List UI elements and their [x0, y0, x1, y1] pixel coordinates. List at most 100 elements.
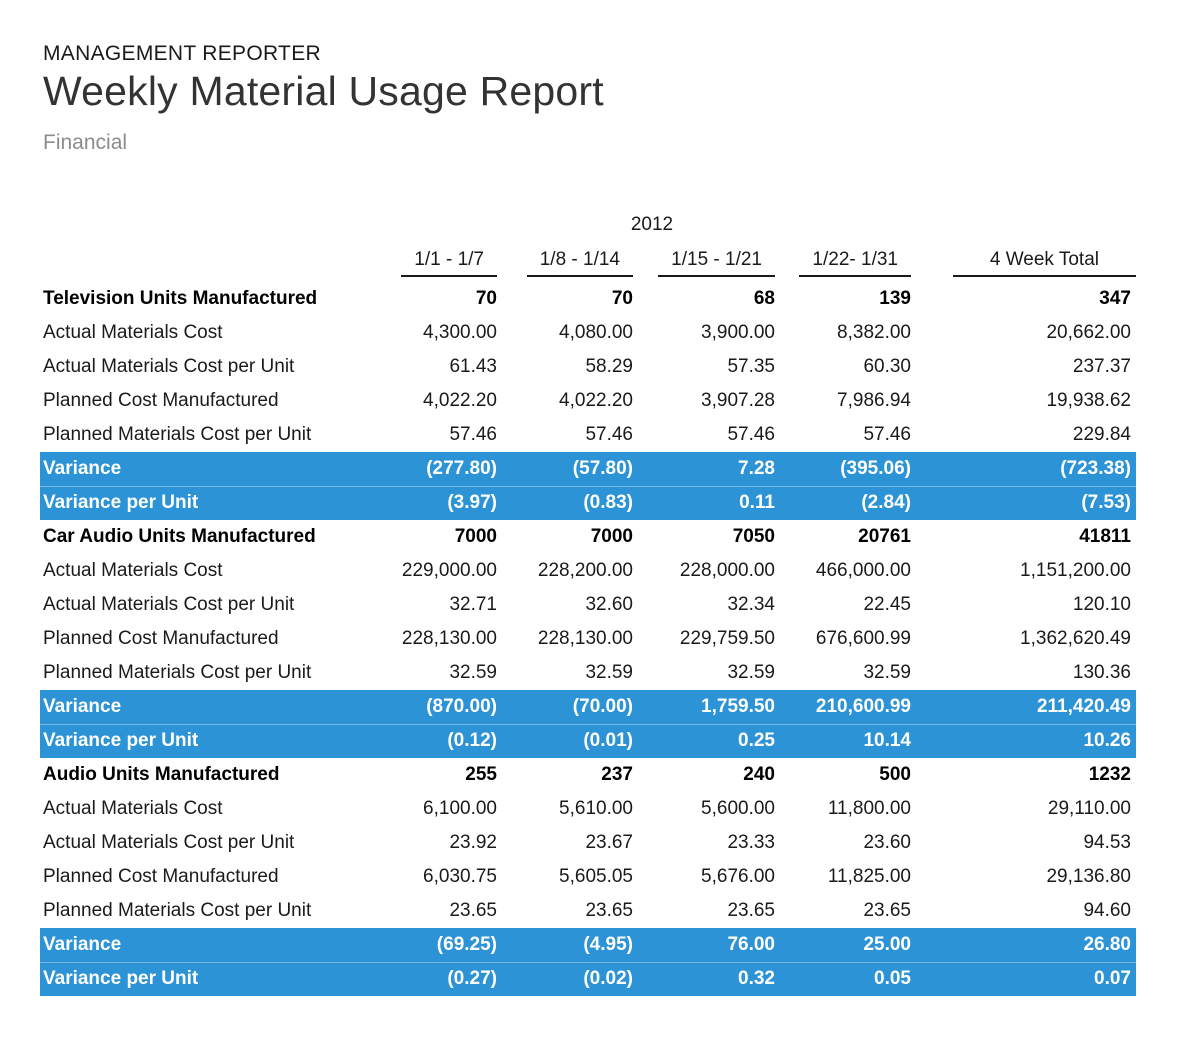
cell-week1: (0.12): [447, 730, 497, 752]
cell-week4: 11,800.00: [827, 798, 911, 820]
cell-week2: 70: [611, 288, 633, 310]
cell-week4: 20761: [858, 526, 911, 548]
cell-total: 120.10: [1072, 594, 1131, 616]
variance-row: Variance (69.25) (4.95) 76.00 25.00 26.8…: [40, 928, 1136, 963]
cell-week3: 0.11: [739, 492, 775, 514]
table-row: Planned Cost Manufactured 6,030.75 5,605…: [40, 860, 1136, 894]
cell-week1: 228,130.00: [401, 628, 497, 650]
cell-week1: 229,000.00: [401, 560, 497, 582]
column-header-week3: 1/15 - 1/21: [658, 249, 775, 278]
cell-week3: 5,600.00: [701, 798, 775, 820]
row-label: Actual Materials Cost per Unit: [43, 594, 295, 616]
section-row-audio-units: Audio Units Manufactured 255 237 240 500…: [40, 758, 1136, 792]
cell-week3: 7050: [732, 526, 775, 548]
cell-total: 237.37: [1072, 356, 1131, 378]
cell-week3: 228,000.00: [679, 560, 775, 582]
cell-total: 229.84: [1072, 424, 1131, 446]
cell-week3: 57.46: [727, 424, 775, 446]
cell-week4: 60.30: [863, 356, 911, 378]
row-label: Planned Cost Manufactured: [43, 628, 279, 650]
variance-row: Variance (277.80) (57.80) 7.28 (395.06) …: [40, 452, 1136, 487]
cell-week2: 228,200.00: [537, 560, 633, 582]
cell-week4: (395.06): [840, 458, 911, 480]
cell-week1: 23.65: [449, 900, 497, 922]
cell-week2: (0.01): [583, 730, 633, 752]
cell-week2: 32.59: [585, 662, 633, 684]
cell-week1: (277.80): [426, 458, 497, 480]
cell-week4: 0.05: [874, 968, 911, 990]
cell-week2: 237: [601, 764, 633, 786]
cell-week4: 676,600.99: [815, 628, 911, 650]
cell-week2: 58.29: [585, 356, 633, 378]
table-row: Planned Materials Cost per Unit 23.65 23…: [40, 894, 1136, 928]
cell-week4: 139: [879, 288, 911, 310]
row-label: Planned Materials Cost per Unit: [43, 662, 312, 684]
cell-week1: (0.27): [447, 968, 497, 990]
cell-week4: 466,000.00: [815, 560, 911, 582]
cell-week4: 32.59: [863, 662, 911, 684]
cell-week3: 0.25: [738, 730, 775, 752]
table-row: Planned Cost Manufactured 228,130.00 228…: [40, 622, 1136, 656]
row-label: Actual Materials Cost per Unit: [43, 356, 295, 378]
cell-week1: 32.59: [449, 662, 497, 684]
cell-week3: 23.33: [727, 832, 775, 854]
cell-week1: 7000: [454, 526, 497, 548]
cell-week1: 4,022.20: [423, 390, 497, 412]
row-label: Planned Cost Manufactured: [43, 866, 279, 888]
cell-week4: 22.45: [863, 594, 911, 616]
row-label: Variance per Unit: [43, 492, 199, 514]
column-header-week1: 1/1 - 1/7: [401, 249, 497, 278]
cell-week3: 32.59: [727, 662, 775, 684]
cell-total: 130.36: [1072, 662, 1131, 684]
cell-total: 41811: [1079, 526, 1131, 548]
cell-total: 94.60: [1083, 900, 1131, 922]
cell-week4: 57.46: [863, 424, 911, 446]
cell-week4: 8,382.00: [837, 322, 911, 344]
cell-week2: 5,605.05: [559, 866, 633, 888]
table-row: Actual Materials Cost 4,300.00 4,080.00 …: [40, 316, 1136, 350]
cell-week2: (4.95): [583, 934, 633, 956]
table-row: Planned Materials Cost per Unit 32.59 32…: [40, 656, 1136, 690]
cell-total: 1,151,200.00: [1020, 560, 1131, 582]
cell-week3: 3,900.00: [701, 322, 775, 344]
cell-week1: 6,030.75: [423, 866, 497, 888]
variance-per-unit-row: Variance per Unit (0.27) (0.02) 0.32 0.0…: [40, 962, 1136, 997]
report-subtitle: Financial: [43, 131, 128, 155]
table-row: Actual Materials Cost per Unit 32.71 32.…: [40, 588, 1136, 622]
cell-total: 10.26: [1083, 730, 1131, 752]
cell-week4: 10.14: [863, 730, 911, 752]
section-row-car-audio-units: Car Audio Units Manufactured 7000 7000 7…: [40, 520, 1136, 554]
cell-week4: (2.84): [861, 492, 911, 514]
cell-week3: 76.00: [727, 934, 775, 956]
cell-total: 211,420.49: [1036, 696, 1131, 718]
cell-week1: 255: [465, 764, 497, 786]
variance-row: Variance (870.00) (70.00) 1,759.50 210,6…: [40, 690, 1136, 725]
cell-week3: 240: [743, 764, 775, 786]
cell-week2: 23.67: [585, 832, 633, 854]
cell-week2: 57.46: [585, 424, 633, 446]
cell-week2: 32.60: [585, 594, 633, 616]
table-row: Actual Materials Cost per Unit 23.92 23.…: [40, 826, 1136, 860]
cell-week1: 61.43: [449, 356, 497, 378]
cell-week2: 5,610.00: [559, 798, 633, 820]
cell-week2: (0.83): [583, 492, 633, 514]
year-label: 2012: [630, 214, 674, 236]
row-label: Audio Units Manufactured: [43, 764, 280, 786]
cell-week4: 23.65: [863, 900, 911, 922]
cell-week4: 7,986.94: [837, 390, 911, 412]
cell-week3: 5,676.00: [701, 866, 775, 888]
report-header: MANAGEMENT REPORTER Weekly Material Usag…: [0, 0, 1200, 155]
cell-week2: 228,130.00: [537, 628, 633, 650]
cell-week1: 4,300.00: [423, 322, 497, 344]
row-label: Television Units Manufactured: [43, 288, 318, 310]
cell-week3: 0.32: [738, 968, 775, 990]
cell-week1: 70: [475, 288, 497, 310]
cell-week2: (57.80): [572, 458, 633, 480]
cell-week2: (70.00): [572, 696, 633, 718]
section-row-television-units: Television Units Manufactured 70 70 68 1…: [40, 282, 1136, 316]
cell-total: 347: [1099, 288, 1131, 310]
row-label: Planned Materials Cost per Unit: [43, 900, 312, 922]
column-header-week2: 1/8 - 1/14: [526, 249, 633, 278]
table-row: Planned Cost Manufactured 4,022.20 4,022…: [40, 384, 1136, 418]
